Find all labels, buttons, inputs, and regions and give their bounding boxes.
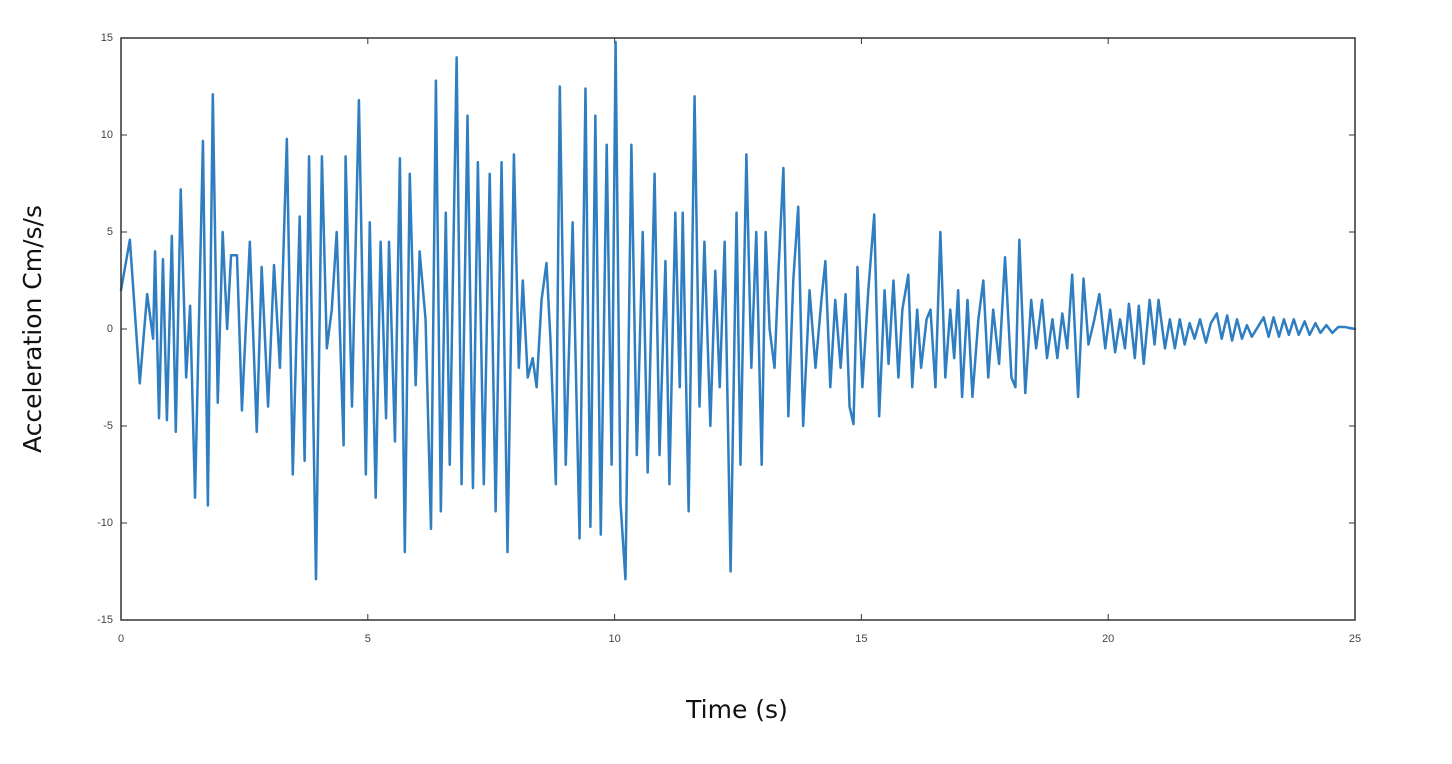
x-tick-label: 15 (855, 633, 867, 645)
plot-frame (120, 37, 1356, 621)
x-axis-title: Time (s) (685, 695, 788, 724)
y-tick-label: -15 (97, 614, 113, 626)
y-tick-label: 10 (101, 129, 113, 141)
y-axis-title: Acceleration Cm/s/s (18, 205, 47, 453)
x-tick-label: 10 (608, 633, 620, 645)
x-tick-label: 0 (118, 633, 124, 645)
y-tick-label: 5 (107, 226, 113, 238)
y-tick-label: 15 (101, 32, 113, 44)
data-line (119, 40, 1357, 581)
y-tick-label: -5 (103, 420, 113, 432)
y-tick-label: 0 (107, 323, 113, 335)
y-tick-label: -10 (97, 517, 113, 529)
x-tick-label: 25 (1349, 633, 1361, 645)
x-tick-label: 5 (365, 633, 371, 645)
x-tick-label: 20 (1102, 633, 1114, 645)
